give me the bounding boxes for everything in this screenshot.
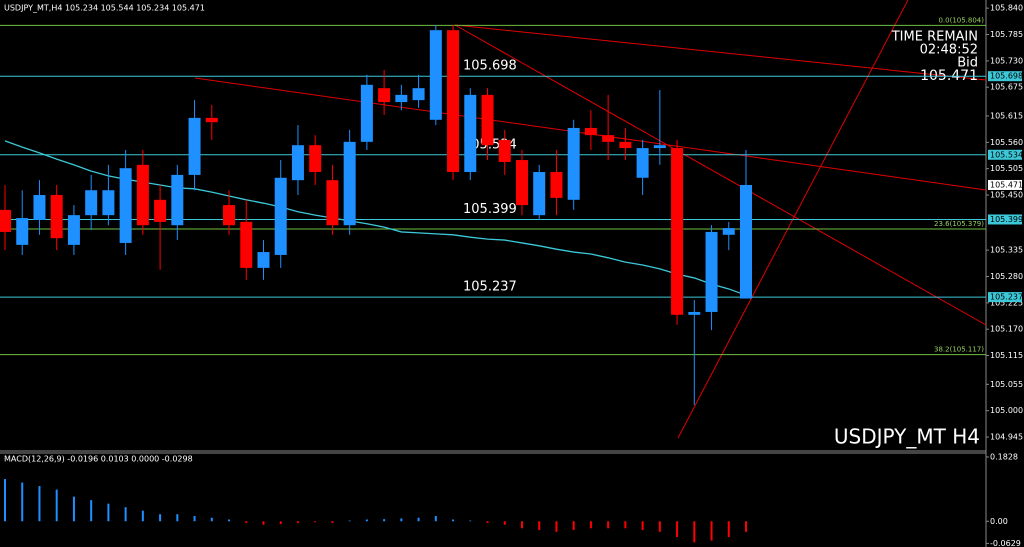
- y-tick-label: 105.730: [990, 56, 1023, 65]
- chart-header: USDJPY_MT,H4 105.234 105.544 105.234 105…: [4, 4, 205, 13]
- candle-body: [136, 164, 149, 226]
- trendline: [454, 24, 987, 326]
- macd-tick-label: 0.1828: [990, 452, 1018, 461]
- candle-body: [705, 231, 718, 312]
- level-axis-label: 105.698: [990, 72, 1023, 81]
- y-tick-label: 105.840: [990, 4, 1023, 13]
- y-tick-label: 105.280: [990, 272, 1023, 281]
- candle-body: [602, 135, 615, 142]
- candle-body: [412, 88, 425, 101]
- candle-body: [429, 30, 442, 120]
- candle-body: [360, 84, 373, 142]
- y-tick-label: 105.055: [990, 380, 1023, 389]
- candle-body: [464, 94, 477, 173]
- candle-body: [16, 218, 29, 245]
- level-box: [988, 71, 1022, 82]
- candle-body: [171, 174, 184, 226]
- candle-body: [326, 180, 339, 226]
- candle-body: [223, 205, 236, 226]
- candle-body: [447, 30, 460, 173]
- price-label: Bid: [957, 56, 978, 71]
- candle-body: [567, 127, 580, 200]
- candle-body: [343, 141, 356, 226]
- candle-body: [50, 195, 63, 239]
- candle-body: [188, 117, 201, 175]
- level-box: [988, 214, 1022, 225]
- level-box: [988, 149, 1022, 160]
- candle-body: [102, 190, 115, 216]
- candle-body: [550, 172, 563, 198]
- candle-body: [498, 139, 511, 162]
- timer-value: 02:48:52: [920, 43, 978, 58]
- candle-body: [636, 148, 649, 178]
- y-tick-label: 105.785: [990, 30, 1023, 39]
- macd-tick-label: -0.0629: [990, 539, 1021, 547]
- candle-body: [671, 148, 684, 315]
- candle-body: [740, 184, 752, 299]
- candle-body: [205, 117, 218, 123]
- level-label: 105.237: [463, 280, 517, 295]
- candle-body: [33, 195, 46, 220]
- candle-body: [619, 141, 632, 149]
- candle-body: [395, 94, 408, 103]
- y-tick-label: 105.615: [990, 111, 1023, 120]
- candle-body: [309, 145, 322, 173]
- bid-box: [988, 179, 1022, 190]
- candle-body: [378, 88, 391, 103]
- y-tick-label: 105.115: [990, 351, 1023, 360]
- y-tick-label: 105.335: [990, 246, 1023, 255]
- y-tick-label: 105.450: [990, 191, 1023, 200]
- candle-body: [85, 190, 98, 216]
- y-tick-label: 105.000: [990, 406, 1023, 415]
- candle-body: [291, 145, 304, 181]
- candle-body: [0, 209, 11, 232]
- level-axis-label: 105.534: [990, 150, 1023, 159]
- level-axis-label: 105.237: [990, 293, 1023, 302]
- candle-body: [584, 127, 597, 136]
- candle-body: [240, 221, 253, 268]
- y-tick-label: 105.170: [990, 325, 1023, 334]
- fib-label: 23.6(105.379): [934, 220, 984, 228]
- y-tick-label: 105.560: [990, 138, 1023, 147]
- candle-body: [515, 160, 528, 206]
- candle-body: [154, 199, 167, 222]
- candle-body: [722, 228, 735, 235]
- level-axis-label: 105.399: [990, 215, 1023, 224]
- candle-body: [274, 177, 287, 255]
- candle-body: [653, 145, 666, 149]
- candle-body: [688, 311, 701, 315]
- level-box: [988, 292, 1022, 303]
- level-label: 105.698: [463, 59, 517, 74]
- candle-body: [481, 94, 494, 146]
- candle-body: [533, 172, 546, 216]
- trendline: [454, 24, 987, 81]
- timer-title: TIME REMAIN: [891, 30, 978, 45]
- macd-label: MACD(12,26,9) -0.0196 0.0103 0.0000 -0.0…: [4, 455, 193, 464]
- y-tick-label: 105.505: [990, 164, 1023, 173]
- y-tick-label: 104.945: [990, 433, 1023, 442]
- bid-axis-label: 105.471: [990, 180, 1023, 189]
- macd-tick-label: 0.00: [990, 517, 1008, 526]
- y-tick-label: 105.675: [990, 83, 1023, 92]
- candle-body: [257, 252, 270, 268]
- y-tick-label: 105.225: [990, 298, 1023, 307]
- symbol-label: USDJPY_MT H4: [834, 425, 980, 449]
- fib-label: 0.0(105.804): [938, 16, 984, 24]
- fib-label: 38.2(105.117): [934, 346, 984, 354]
- level-label: 105.399: [463, 202, 517, 217]
- candle-body: [119, 168, 132, 243]
- candle-body: [67, 215, 80, 245]
